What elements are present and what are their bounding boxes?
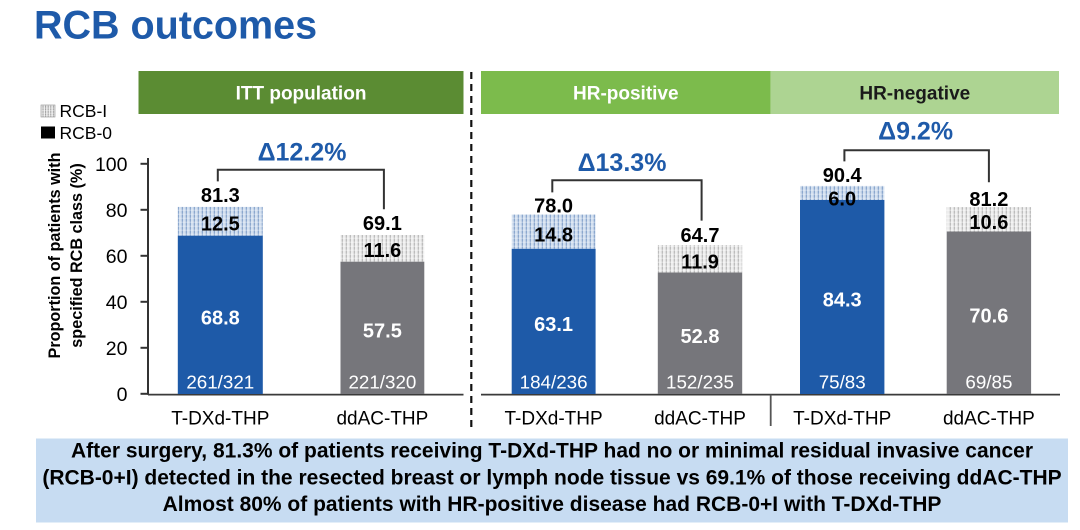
svg-text:75/83: 75/83 xyxy=(819,372,866,393)
svg-text:specified RCB class (%): specified RCB class (%) xyxy=(68,163,86,347)
svg-text:14.8: 14.8 xyxy=(534,224,573,246)
svg-text:Δ9.2%: Δ9.2% xyxy=(878,118,953,146)
svg-text:80: 80 xyxy=(106,200,128,222)
svg-text:Δ12.2%: Δ12.2% xyxy=(258,139,347,167)
svg-text:12.5: 12.5 xyxy=(201,213,240,235)
svg-text:6.0: 6.0 xyxy=(828,188,856,210)
svg-text:152/235: 152/235 xyxy=(666,372,734,393)
svg-text:57.5: 57.5 xyxy=(363,321,402,343)
svg-text:ddAC-THP: ddAC-THP xyxy=(943,409,1035,430)
svg-text:81.2: 81.2 xyxy=(969,189,1008,211)
svg-text:261/321: 261/321 xyxy=(186,372,254,393)
svg-text:70.6: 70.6 xyxy=(969,305,1008,327)
svg-text:90.4: 90.4 xyxy=(823,165,863,187)
svg-text:69.1: 69.1 xyxy=(363,213,402,235)
svg-text:11.6: 11.6 xyxy=(363,240,401,262)
svg-text:63.1: 63.1 xyxy=(534,314,573,336)
svg-text:100: 100 xyxy=(95,154,128,176)
svg-text:81.3: 81.3 xyxy=(201,185,240,207)
svg-text:ddAC-THP: ddAC-THP xyxy=(654,409,746,430)
svg-text:ddAC-THP: ddAC-THP xyxy=(336,409,428,430)
svg-text:11.9: 11.9 xyxy=(681,252,719,274)
svg-text:RCB outcomes: RCB outcomes xyxy=(34,4,317,48)
svg-text:52.8: 52.8 xyxy=(681,326,720,348)
svg-text:184/236: 184/236 xyxy=(520,372,588,393)
svg-text:40: 40 xyxy=(106,292,128,314)
svg-text:Almost 80% of patients with HR: Almost 80% of patients with HR-positive … xyxy=(163,493,942,516)
svg-text:221/320: 221/320 xyxy=(348,372,416,393)
svg-text:64.7: 64.7 xyxy=(681,225,720,247)
svg-text:T-DXd-THP: T-DXd-THP xyxy=(793,409,891,430)
svg-text:Proportion of patients with: Proportion of patients with xyxy=(46,153,64,359)
svg-text:84.3: 84.3 xyxy=(823,290,862,312)
svg-text:(RCB-0+I) detected in the rese: (RCB-0+I) detected in the resected breas… xyxy=(42,466,1061,489)
svg-text:69/85: 69/85 xyxy=(965,372,1012,393)
svg-text:HR-negative: HR-negative xyxy=(859,84,970,105)
svg-text:RCB-I: RCB-I xyxy=(60,101,108,121)
svg-text:10.6: 10.6 xyxy=(969,212,1008,234)
svg-text:0: 0 xyxy=(117,384,128,406)
svg-text:RCB-0: RCB-0 xyxy=(60,123,113,143)
svg-text:Δ13.3%: Δ13.3% xyxy=(578,149,667,177)
svg-text:78.0: 78.0 xyxy=(534,195,573,217)
svg-text:20: 20 xyxy=(106,338,128,360)
svg-text:T-DXd-THP: T-DXd-THP xyxy=(505,409,603,430)
svg-text:68.8: 68.8 xyxy=(201,308,240,330)
svg-text:T-DXd-THP: T-DXd-THP xyxy=(171,409,269,430)
svg-text:60: 60 xyxy=(106,246,128,268)
svg-text:After surgery, 81.3% of patien: After surgery, 81.3% of patients receivi… xyxy=(71,440,1033,463)
svg-text:HR-positive: HR-positive xyxy=(573,84,679,105)
svg-text:ITT population: ITT population xyxy=(236,84,367,105)
